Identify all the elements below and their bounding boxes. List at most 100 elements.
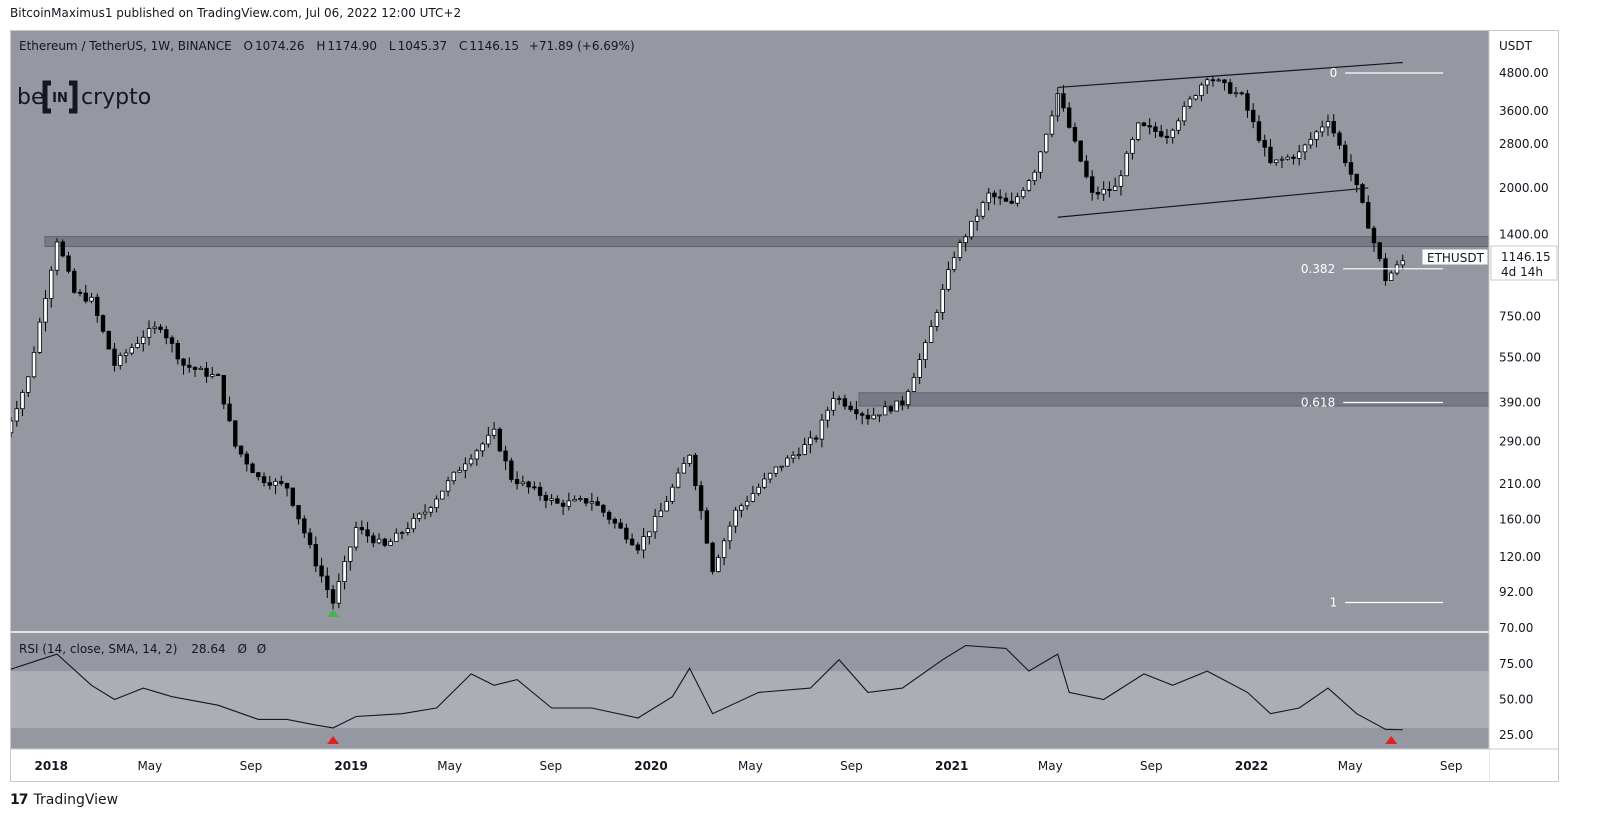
time-tick-label: 2018 (35, 759, 68, 773)
time-tick-label: May (738, 759, 763, 773)
candle-body (1124, 152, 1129, 177)
candle-body (1130, 139, 1135, 154)
candle-body (641, 536, 646, 551)
candle-body (652, 516, 658, 533)
price-axis[interactable] (1489, 31, 1558, 781)
candle-body (417, 513, 422, 519)
candle-body (1009, 200, 1014, 204)
chart-frame[interactable]: 0 0.382 0.618 1 Ethereum / TetherUS, 1W,… (10, 30, 1559, 782)
candle-body (192, 366, 198, 370)
candle-body (739, 505, 744, 511)
candle-body (296, 505, 301, 520)
candle-body (624, 527, 629, 540)
candle-body (100, 315, 106, 332)
chart-canvas[interactable]: 0 0.382 0.618 1 Ethereum / TetherUS, 1W,… (11, 31, 1558, 781)
open-label: O (243, 39, 252, 53)
candle-body (451, 471, 457, 482)
candle-body (1331, 121, 1336, 134)
time-axis[interactable] (11, 749, 1489, 781)
price-tick-label: 4800.00 (1499, 66, 1549, 80)
price-tick-label: 92.00 (1499, 585, 1533, 599)
publisher-caption: BitcoinMaximus1 published on TradingView… (10, 6, 462, 20)
candle-body (555, 498, 560, 504)
candle-body (716, 557, 721, 572)
candle-body (871, 414, 876, 420)
candle-body (974, 215, 980, 222)
candle-body (118, 354, 123, 366)
candle-body (1371, 227, 1377, 244)
candle-body (1383, 258, 1388, 281)
time-tick-label: Sep (1440, 759, 1463, 773)
candle-body (1325, 121, 1331, 128)
candle-body (302, 518, 307, 534)
candle-body (1170, 129, 1175, 139)
candle-body (1302, 144, 1308, 153)
candle-body (779, 465, 784, 468)
close-value: 1146.15 (469, 39, 519, 53)
candle-body (1032, 171, 1037, 181)
candle-body (1245, 93, 1250, 111)
candle-body (1291, 156, 1296, 159)
candle-body (572, 498, 577, 502)
price-pane[interactable] (11, 31, 1489, 631)
candle-body (928, 326, 934, 343)
rsi-extra-2: Ø (257, 642, 266, 656)
candle-body (980, 202, 986, 217)
candle-body (37, 321, 42, 353)
rsi-extra-1: Ø (237, 642, 246, 656)
candle-body (204, 367, 209, 377)
price-tick-label: 210.00 (1499, 477, 1541, 491)
candle-body (1279, 158, 1285, 161)
candle-body (244, 453, 249, 465)
candle-body (158, 326, 163, 330)
close-label: C (459, 39, 467, 53)
candle-body (325, 575, 330, 591)
candle-body (595, 501, 600, 506)
tradingview-footer[interactable]: 17 TradingView (10, 792, 118, 808)
candle-body (693, 454, 698, 487)
candle-body (842, 398, 848, 407)
candle-body (1256, 121, 1262, 141)
candle-body (658, 510, 664, 517)
candle-body (440, 490, 445, 500)
beincrypto-logo: be IN crypto (17, 80, 151, 114)
candle-body (756, 486, 761, 495)
candle-body (491, 428, 497, 436)
candle-body (26, 376, 31, 393)
candle-body (848, 405, 853, 411)
candle-body (819, 419, 825, 440)
candle-body (1314, 131, 1319, 140)
candle-body (187, 364, 192, 368)
candle-body (146, 328, 152, 338)
candle-body (733, 509, 738, 527)
candle-body (1228, 82, 1233, 94)
candle-body (1101, 188, 1106, 195)
candle-body (911, 377, 917, 392)
open-value: 1074.26 (255, 39, 305, 53)
candle-body (744, 500, 750, 507)
candle-body (474, 450, 480, 460)
candle-body (790, 454, 796, 459)
candle-body (1113, 185, 1118, 191)
time-tick-label: May (137, 759, 162, 773)
candle-body (1308, 138, 1313, 146)
candle-body (647, 531, 652, 537)
candle-body (710, 542, 715, 572)
candle-body (11, 420, 14, 434)
candle-body (1118, 175, 1124, 187)
candle-body (31, 352, 37, 378)
candle-body (566, 500, 572, 507)
fib-label-0618: 0.618 (1301, 396, 1335, 410)
time-tick-label: 2021 (935, 759, 968, 773)
candle-body (1343, 144, 1348, 164)
candle-body (963, 236, 968, 244)
candle-body (1141, 122, 1147, 126)
candle-body (664, 500, 669, 512)
candle-body (514, 479, 520, 485)
channel-upper-line (1057, 61, 1403, 89)
candle-body (342, 561, 347, 583)
time-tick-label: Sep (1140, 759, 1163, 773)
candle-body (1377, 242, 1382, 260)
candle-body (336, 581, 341, 604)
candle-body (951, 257, 957, 270)
